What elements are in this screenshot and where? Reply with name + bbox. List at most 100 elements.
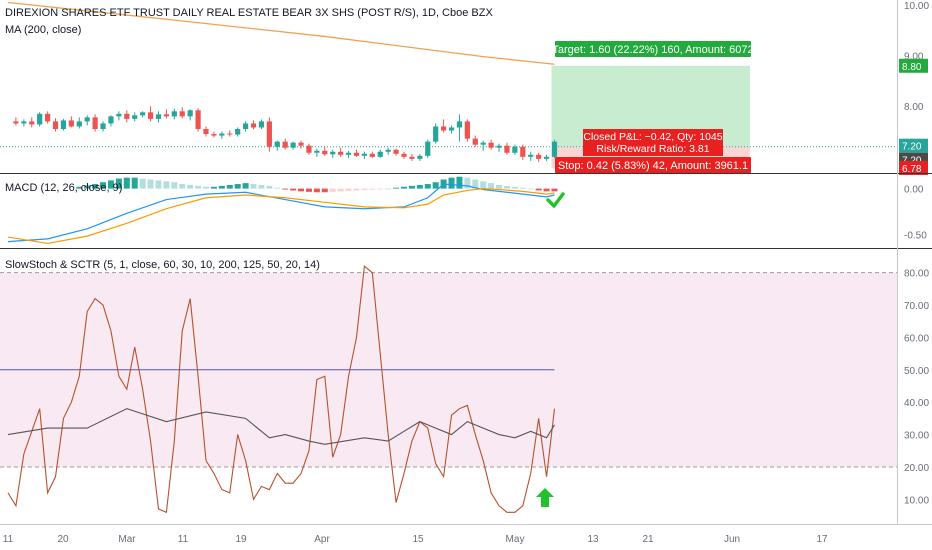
candle[interactable] (528, 151, 534, 161)
candle[interactable] (512, 144, 518, 155)
candle[interactable] (282, 138, 288, 150)
candle[interactable] (21, 119, 27, 127)
candle[interactable] (425, 139, 431, 158)
candle[interactable] (361, 151, 367, 159)
candle[interactable] (45, 111, 51, 124)
candle[interactable] (504, 142, 510, 155)
candle[interactable] (13, 117, 19, 126)
candle[interactable] (543, 154, 550, 161)
candle[interactable] (433, 123, 439, 144)
stoch-axis-tick: 40.00 (904, 398, 929, 409)
candle[interactable] (456, 114, 463, 142)
candle[interactable] (116, 111, 122, 121)
candle[interactable] (551, 139, 558, 158)
macd-histogram-bar (551, 188, 558, 192)
check-icon (546, 192, 565, 208)
candle[interactable] (68, 116, 74, 128)
candle-body (76, 121, 82, 127)
candle[interactable] (187, 109, 193, 121)
candle[interactable] (338, 147, 344, 157)
candle[interactable] (140, 111, 146, 118)
candle[interactable] (353, 149, 360, 157)
candle[interactable] (472, 135, 478, 147)
candle[interactable] (132, 112, 138, 122)
candle[interactable] (417, 153, 423, 161)
price-badge: 7.20 (899, 138, 928, 153)
candle-body (464, 121, 470, 139)
candle[interactable] (274, 140, 280, 151)
candle[interactable] (330, 149, 336, 158)
macd-histogram-bar (401, 186, 407, 189)
candle[interactable] (37, 112, 43, 127)
candle[interactable] (409, 153, 415, 161)
candle[interactable] (496, 143, 502, 152)
candle[interactable] (60, 118, 67, 131)
candle[interactable] (266, 117, 272, 152)
candle[interactable] (298, 140, 304, 149)
macd-histogram-bar (250, 184, 257, 189)
candle[interactable] (345, 150, 352, 158)
candle[interactable] (314, 148, 320, 157)
candle[interactable] (100, 121, 106, 132)
candle[interactable] (203, 126, 209, 137)
price-axis-tick: 8.00 (904, 102, 924, 113)
candle[interactable] (536, 152, 542, 162)
stoch-pane[interactable]: 80.00 70.00 60.00 50.00 40.00 30.00 20.00 10.00 (0, 265, 929, 514)
candle[interactable] (171, 108, 177, 120)
price-badge-bg (899, 138, 928, 153)
candle[interactable] (92, 114, 98, 132)
candle[interactable] (84, 115, 90, 126)
macd-histogram-bar (488, 183, 495, 189)
candle[interactable] (520, 144, 526, 160)
candle[interactable] (385, 147, 391, 155)
candle[interactable] (76, 117, 82, 129)
candle[interactable] (393, 148, 399, 156)
macd-histogram-bar (298, 188, 305, 192)
candle[interactable] (488, 139, 494, 150)
candle[interactable] (369, 151, 375, 158)
candle[interactable] (235, 127, 241, 137)
candle[interactable] (147, 106, 154, 122)
target-label[interactable]: Target: 1.60 (22.22%) 160, Amount: 6072 (552, 41, 754, 57)
candle-body (417, 155, 423, 159)
candle[interactable] (377, 149, 383, 158)
candle-body (250, 123, 257, 128)
candle[interactable] (306, 143, 312, 155)
candle[interactable] (52, 118, 59, 132)
candle[interactable] (227, 130, 233, 137)
macd-histogram-bar (242, 183, 249, 189)
candle[interactable] (401, 151, 407, 159)
candle[interactable] (211, 131, 217, 138)
candle[interactable] (464, 119, 470, 142)
candle[interactable] (322, 146, 328, 156)
candle[interactable] (163, 109, 169, 119)
candle[interactable] (290, 141, 296, 150)
candle[interactable] (179, 107, 185, 119)
macd-histogram-bar (385, 188, 392, 190)
candle-body (235, 129, 241, 135)
candle-body (163, 114, 169, 117)
time-axis[interactable]: 11 20 Mar 11 19 Apr 15 May 13 21 Jun 17 (3, 534, 828, 545)
candle[interactable] (243, 121, 249, 132)
candle[interactable] (448, 125, 455, 134)
candle[interactable] (219, 131, 225, 139)
candle-body (45, 113, 51, 122)
candle[interactable] (258, 119, 265, 129)
candle[interactable] (108, 115, 114, 127)
macd-histogram-bar (226, 184, 233, 189)
time-axis-label: 19 (235, 534, 247, 545)
candle[interactable] (155, 111, 162, 123)
candle[interactable] (441, 119, 447, 133)
price-badge: 8.80 (899, 58, 928, 73)
candle[interactable] (250, 120, 257, 130)
macd-pane[interactable]: 0.00 -0.50 (7, 176, 927, 245)
stop-label-text: Stop: 0.42 (5.83%) 42, Amount: 3961.1 (558, 160, 748, 172)
candle[interactable] (195, 108, 201, 132)
candle[interactable] (124, 110, 130, 123)
candle[interactable] (29, 117, 35, 128)
stop-label[interactable]: Stop: 0.42 (5.83%) 42, Amount: 3961.1 (555, 157, 751, 173)
closed-pnl-label[interactable]: Closed P&L: −0.42, Qty: 1045Risk/Reward … (583, 129, 723, 156)
candle[interactable] (480, 140, 486, 151)
